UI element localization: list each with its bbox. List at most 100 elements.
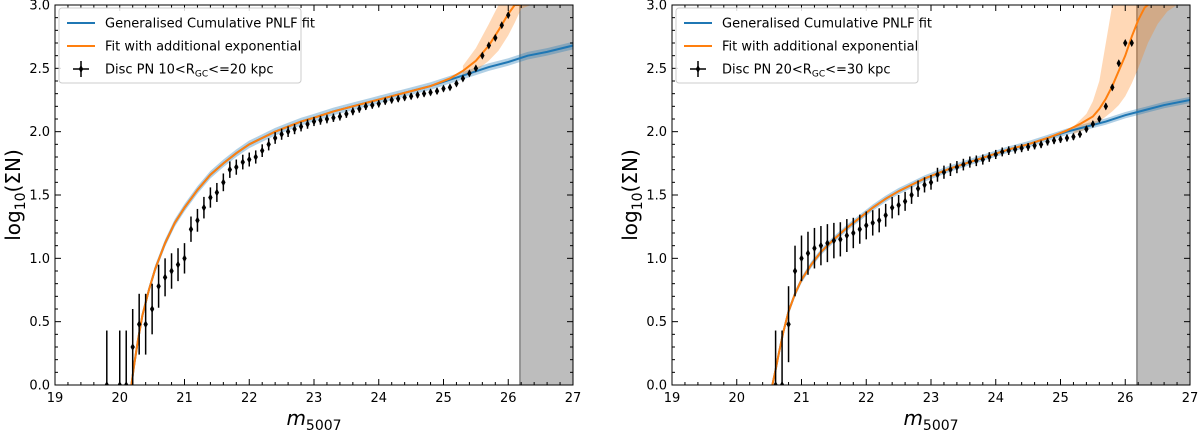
data-point bbox=[1006, 146, 1011, 155]
x-tick-label: 23 bbox=[923, 391, 940, 406]
point-marker bbox=[987, 153, 992, 161]
point-marker bbox=[130, 343, 135, 351]
point-marker bbox=[506, 11, 511, 20]
point-marker bbox=[1084, 125, 1089, 134]
data-point bbox=[389, 96, 394, 104]
data-point bbox=[1045, 137, 1050, 146]
point-marker bbox=[1116, 59, 1121, 68]
point-marker bbox=[799, 254, 804, 263]
x-tick-label: 21 bbox=[176, 391, 193, 406]
chart-panel-2: 19 20 21 22 23 24 25 26 27 0.0 0.5 1.0 1.5 2.0 2.5 3.0 m… bbox=[618, 0, 1198, 430]
point-marker bbox=[935, 170, 940, 179]
point-marker bbox=[480, 51, 485, 60]
x-tick-label: 24 bbox=[987, 391, 1004, 406]
data-point bbox=[260, 144, 265, 157]
x-axis-label: m5007 bbox=[286, 406, 341, 430]
data-point bbox=[247, 152, 252, 167]
x-axis-label-sub: 5007 bbox=[923, 418, 959, 430]
point-marker bbox=[870, 218, 875, 227]
point-marker bbox=[214, 188, 220, 197]
x-axis-label-sub: 5007 bbox=[306, 418, 342, 430]
legend-label: Fit with additional exponential bbox=[105, 40, 301, 55]
data-point bbox=[415, 90, 420, 99]
data-point bbox=[324, 114, 330, 124]
point-marker bbox=[182, 254, 187, 263]
data-point bbox=[272, 132, 278, 144]
data-point bbox=[480, 51, 485, 60]
point-marker bbox=[792, 267, 798, 275]
data-point bbox=[344, 109, 349, 118]
data-point bbox=[363, 102, 368, 111]
data-point bbox=[234, 159, 239, 175]
orange-fit-band bbox=[1073, 5, 1178, 135]
point-marker bbox=[460, 74, 466, 83]
x-tick-label: 22 bbox=[241, 391, 258, 406]
data-point bbox=[935, 167, 940, 182]
point-marker bbox=[838, 235, 843, 244]
x-axis-label-main: m bbox=[286, 406, 305, 430]
y-tick-label: 1.5 bbox=[646, 189, 667, 204]
point-marker bbox=[1058, 135, 1063, 144]
data-point bbox=[948, 163, 953, 176]
data-point bbox=[201, 196, 207, 219]
point-marker bbox=[195, 216, 200, 225]
point-marker bbox=[441, 84, 446, 93]
data-point bbox=[285, 126, 291, 137]
data-point bbox=[857, 214, 862, 244]
data-point bbox=[844, 219, 850, 252]
y-tick-label: 1.0 bbox=[646, 252, 667, 267]
data-point bbox=[156, 264, 161, 308]
data-point bbox=[104, 330, 109, 385]
plot-area bbox=[771, 5, 1190, 385]
data-point bbox=[292, 124, 297, 135]
point-marker bbox=[779, 381, 785, 385]
point-marker bbox=[889, 203, 895, 212]
point-marker bbox=[344, 109, 349, 118]
legend-label-pre: Disc PN 10<R bbox=[105, 63, 195, 78]
point-marker bbox=[493, 33, 498, 42]
point-marker bbox=[805, 249, 811, 258]
y-axis-label-main: log bbox=[618, 210, 642, 241]
point-marker bbox=[812, 244, 817, 253]
point-marker bbox=[980, 155, 985, 164]
point-marker bbox=[786, 320, 791, 329]
data-point bbox=[195, 208, 200, 232]
data-point bbox=[298, 121, 304, 132]
data-point bbox=[818, 226, 824, 266]
point-marker bbox=[415, 90, 420, 99]
data-point bbox=[143, 293, 148, 355]
data-point bbox=[786, 286, 791, 363]
data-point bbox=[130, 309, 135, 385]
point-marker bbox=[1097, 115, 1102, 123]
data-point bbox=[175, 248, 181, 282]
legend-marker bbox=[695, 65, 701, 73]
point-marker bbox=[1071, 132, 1076, 141]
data-point bbox=[408, 92, 414, 101]
data-point bbox=[240, 154, 245, 170]
point-marker bbox=[331, 113, 336, 122]
data-point bbox=[136, 293, 142, 355]
y-axis-label-sub: 10 bbox=[630, 192, 646, 210]
y-axis-label-tail: (ΣN) bbox=[1, 149, 25, 192]
point-marker bbox=[266, 140, 271, 149]
legend-box bbox=[675, 7, 919, 84]
data-point bbox=[434, 87, 440, 96]
data-point bbox=[124, 330, 129, 385]
point-marker bbox=[234, 163, 239, 172]
point-marker bbox=[124, 381, 129, 385]
point-marker bbox=[1045, 137, 1050, 146]
y-tick-label: 2.0 bbox=[646, 125, 667, 140]
point-marker bbox=[1051, 136, 1057, 145]
data-point bbox=[941, 165, 947, 179]
x-tick-label: 25 bbox=[435, 391, 452, 406]
x-tick-label: 22 bbox=[858, 391, 875, 406]
legend-label: Fit with additional exponential bbox=[722, 40, 918, 55]
point-marker bbox=[1019, 144, 1024, 153]
data-point bbox=[441, 84, 446, 93]
data-point bbox=[357, 104, 362, 113]
x-tick-label: 20 bbox=[111, 391, 128, 406]
data-point bbox=[279, 128, 284, 140]
legend-label-sub: GC bbox=[195, 70, 208, 80]
point-marker bbox=[279, 130, 284, 139]
point-marker bbox=[454, 79, 459, 88]
